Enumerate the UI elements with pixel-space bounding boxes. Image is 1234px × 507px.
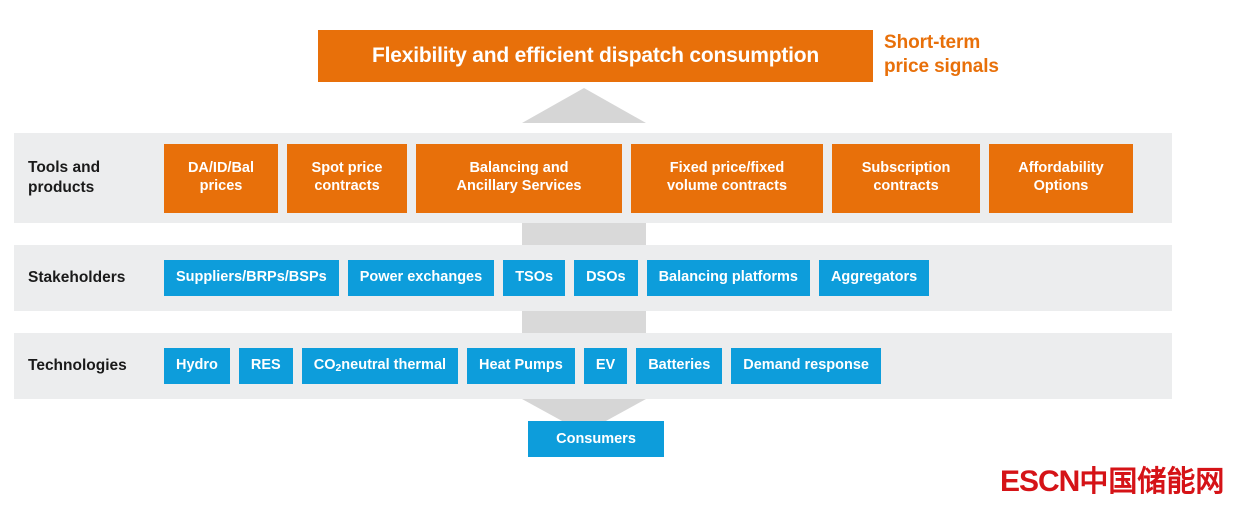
- node-suppliers-brps-bsps[interactable]: Suppliers/BRPs/BSPs: [164, 260, 339, 296]
- row-items-tools: DA/ID/Bal prices Spot price contracts Ba…: [164, 143, 1172, 213]
- row-label-line-2: products: [28, 179, 95, 196]
- escn-watermark-logo: ESCN 中国储能网: [1000, 458, 1224, 500]
- node-label-line-1: DA/ID/Bal: [187, 160, 255, 177]
- row-label-technologies: Technologies: [28, 356, 127, 374]
- row-stakeholders: Stakeholders Suppliers/BRPs/BSPs Power e…: [14, 245, 1172, 311]
- row-label-stakeholders: Stakeholders: [28, 268, 126, 286]
- node-balancing-platforms[interactable]: Balancing platforms: [646, 260, 810, 296]
- header-note-line-2: price signals: [884, 55, 999, 77]
- node-label-line-1: Fixed price/fixed: [669, 160, 785, 177]
- node-power-exchanges[interactable]: Power exchanges: [347, 260, 495, 296]
- row-tools-and-products: Tools and products DA/ID/Bal prices Spot…: [14, 133, 1172, 223]
- node-fixed-price-fixed-volume-contracts[interactable]: Fixed price/fixed volume contracts: [631, 143, 823, 213]
- node-demand-response[interactable]: Demand response: [731, 348, 881, 384]
- node-spot-price-contracts[interactable]: Spot price contracts: [287, 143, 407, 213]
- node-label-line-1: Balancing and: [469, 160, 569, 177]
- node-co2-neutral-thermal[interactable]: CO 2 neutral thermal: [301, 348, 459, 384]
- node-label-subscript: 2: [335, 362, 342, 374]
- node-hydro[interactable]: Hydro: [164, 348, 230, 384]
- header-note-line-1: Short-term: [884, 32, 981, 53]
- node-ev[interactable]: EV: [583, 348, 628, 384]
- node-res[interactable]: RES: [238, 348, 293, 384]
- node-aggregators[interactable]: Aggregators: [818, 260, 930, 296]
- node-da-id-bal-prices[interactable]: DA/ID/Bal prices: [164, 143, 278, 213]
- node-subscription-contracts[interactable]: Subscription contracts: [832, 143, 980, 213]
- connector-band-tools-stakeholders: [522, 223, 646, 245]
- node-batteries[interactable]: Batteries: [636, 348, 723, 384]
- connector-band-stakeholders-technologies: [522, 311, 646, 333]
- row-label-tools-and-products: Tools and products: [14, 158, 164, 198]
- node-label-line-1: Subscription: [861, 160, 951, 177]
- node-label-line-1: Spot price: [311, 160, 383, 177]
- node-label-line-2: Options: [1033, 178, 1089, 194]
- header-banner: Flexibility and efficient dispatch consu…: [318, 30, 873, 82]
- node-label-line-2: contracts: [314, 178, 380, 194]
- node-label-line-2: Ancillary Services: [456, 178, 582, 194]
- row-label-line-1: Tools and: [28, 158, 101, 176]
- node-label-suffix: neutral thermal: [341, 357, 447, 374]
- watermark-cjk-text: 中国储能网: [1079, 464, 1225, 498]
- watermark-latin-text: ESCN: [1000, 465, 1080, 498]
- node-heat-pumps[interactable]: Heat Pumps: [467, 348, 575, 384]
- node-label-line-1: Affordability: [1018, 160, 1104, 177]
- row-items-technologies: Hydro RES CO 2 neutral thermal Heat Pumps…: [164, 348, 1172, 384]
- row-items-stakeholders: Suppliers/BRPs/BSPs Power exchanges TSOs…: [164, 260, 1172, 296]
- node-affordability-options[interactable]: Affordability Options: [989, 143, 1133, 213]
- node-balancing-and-ancillary-services[interactable]: Balancing and Ancillary Services: [416, 143, 622, 213]
- node-label-prefix: CO: [313, 357, 336, 374]
- node-label-line-2: contracts: [873, 178, 939, 194]
- row-technologies: Technologies Hydro RES CO 2 neutral therm…: [14, 333, 1172, 399]
- node-label-line-2: prices: [199, 178, 243, 194]
- node-consumers[interactable]: Consumers: [528, 421, 664, 457]
- node-tsos[interactable]: TSOs: [503, 260, 566, 296]
- node-dsos[interactable]: DSOs: [574, 260, 638, 296]
- header-note: Short-term price signals: [884, 31, 1054, 79]
- header-title: Flexibility and efficient dispatch consu…: [371, 44, 820, 68]
- arrow-up-icon: [522, 88, 646, 123]
- node-label-line-2: volume contracts: [666, 178, 788, 194]
